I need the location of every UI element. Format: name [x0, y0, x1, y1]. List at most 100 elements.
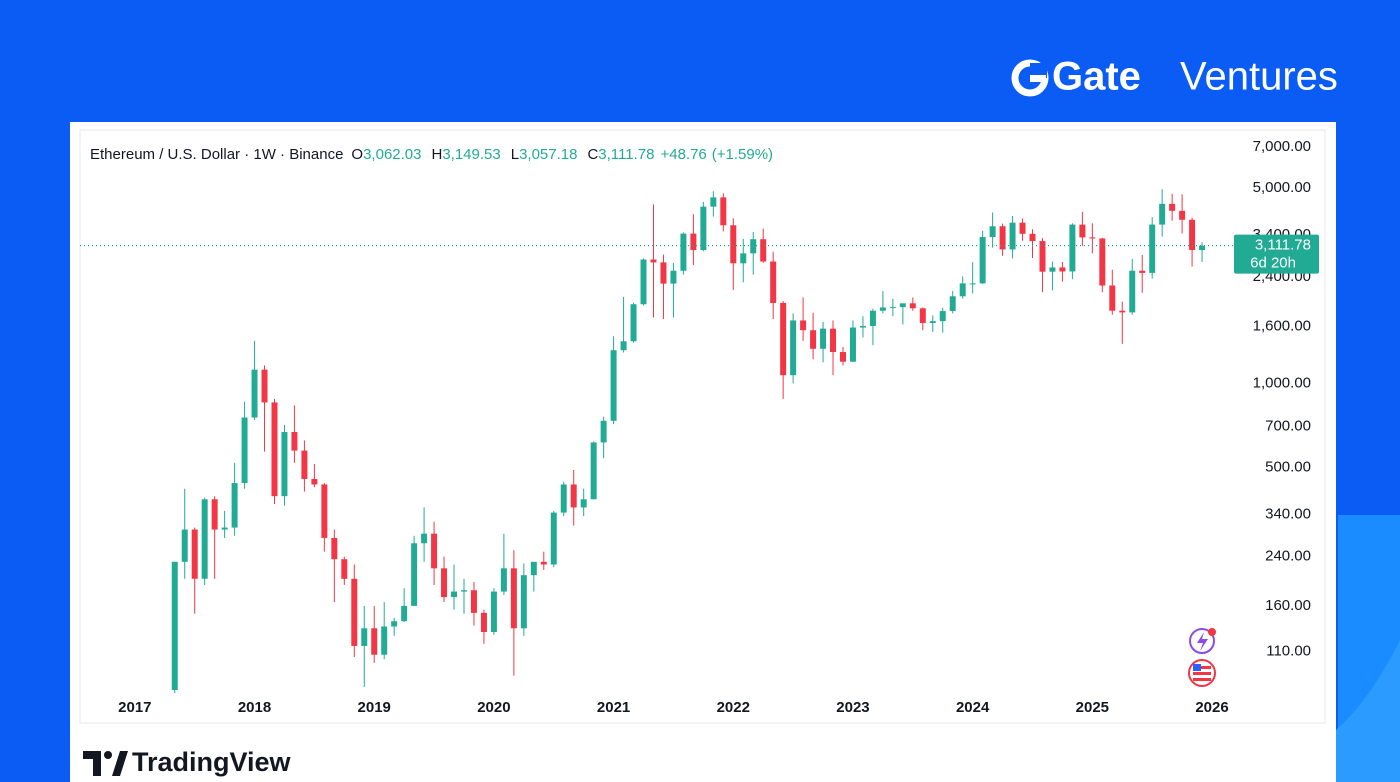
- candle-body: [720, 197, 727, 226]
- x-tick-label: 2025: [1076, 699, 1109, 716]
- x-tick-label: 2018: [238, 699, 271, 716]
- candle-body: [311, 478, 318, 485]
- y-tick-label: 160.00: [1265, 597, 1311, 614]
- candle-body: [241, 417, 248, 484]
- candle-body: [849, 327, 856, 362]
- candle-body: [670, 270, 677, 284]
- candle-body: [770, 261, 777, 303]
- brand-name: Gate: [1052, 55, 1141, 99]
- candle-body: [1059, 267, 1066, 272]
- background-accent: [1336, 640, 1400, 782]
- candle-body: [451, 591, 458, 598]
- y-tick-label: 500.00: [1265, 459, 1311, 476]
- candle-body: [560, 484, 567, 513]
- candle-body: [221, 527, 228, 530]
- candle-body: [600, 420, 607, 443]
- y-tick-label: 700.00: [1265, 418, 1311, 435]
- candle-body: [461, 590, 467, 592]
- candle-body: [341, 559, 348, 579]
- ai-icon-dot: [1208, 628, 1216, 636]
- y-tick-label: 7,000.00: [1253, 138, 1311, 155]
- ai-icon[interactable]: [1189, 628, 1215, 654]
- x-tick-label: 2023: [836, 699, 869, 716]
- candle-body: [321, 484, 328, 538]
- chart-frame: [79, 129, 1326, 724]
- candle-body: [1049, 267, 1056, 272]
- high-value: 3,149.53: [442, 146, 500, 163]
- candle-body: [790, 320, 797, 376]
- y-tick-label: 1,600.00: [1253, 317, 1311, 334]
- candle-body: [361, 628, 368, 646]
- candle-body: [730, 225, 737, 264]
- candle-body: [201, 499, 208, 579]
- tv-icon: [112, 751, 128, 776]
- candle-body: [1169, 203, 1176, 211]
- candle-body: [570, 484, 577, 508]
- candle-body: [191, 529, 198, 579]
- y-tick-label: 1,000.00: [1253, 374, 1311, 391]
- candle-body: [959, 283, 966, 297]
- x-tick-label: 2020: [477, 699, 510, 716]
- brand-icon-bar: [1030, 75, 1046, 82]
- candle-body: [939, 311, 946, 322]
- candle-body: [620, 341, 627, 351]
- candle-body: [1089, 237, 1096, 239]
- candle-body: [879, 307, 886, 311]
- flag-stripe: [1193, 672, 1211, 675]
- candle-body: [899, 303, 906, 308]
- flag-stripe: [1193, 678, 1211, 681]
- candle-body: [371, 628, 378, 655]
- candle-body: [700, 206, 707, 251]
- x-tick-label: 2026: [1195, 699, 1228, 716]
- candle-body: [1199, 245, 1206, 251]
- candle-body: [500, 568, 507, 592]
- x-tick-label: 2021: [597, 699, 630, 716]
- candle-body: [1079, 224, 1086, 238]
- candle-body: [1119, 310, 1126, 313]
- candle-body: [909, 303, 916, 309]
- candle-body: [441, 568, 448, 598]
- candle-body: [810, 330, 817, 349]
- candle-body: [331, 537, 338, 560]
- close-key: C: [587, 146, 598, 163]
- x-tick-label: 2022: [717, 699, 750, 716]
- candle-body: [680, 233, 687, 271]
- y-tick-label: 5,000.00: [1253, 179, 1311, 196]
- candle-body: [1129, 270, 1136, 313]
- candle-body: [660, 262, 667, 284]
- candle-body: [401, 605, 408, 622]
- plot: 7,000.005,000.003,400.002,400.001,600.00…: [80, 138, 1319, 716]
- change-percent: (+1.59%): [712, 146, 773, 163]
- high-key: H: [431, 146, 442, 163]
- candle-body: [261, 369, 268, 403]
- candle-body: [1029, 233, 1036, 242]
- last-price-label: 3,111.78: [1255, 237, 1311, 254]
- candle-body: [690, 233, 697, 251]
- open-value: 3,062.03: [363, 146, 421, 163]
- candle-body: [550, 512, 557, 565]
- x-tick-label: 2024: [956, 699, 990, 716]
- candle-body: [869, 310, 876, 326]
- low-key: L: [511, 146, 519, 163]
- candle-body: [580, 499, 587, 508]
- candle-body: [530, 561, 537, 576]
- tradingview-logo: TradingView: [83, 747, 292, 777]
- candle-body: [381, 626, 388, 655]
- candle-body: [411, 543, 418, 606]
- candle-body: [919, 308, 926, 323]
- brand-suffix: Ventures: [1180, 55, 1338, 99]
- candle-body: [1179, 210, 1186, 220]
- candle-body: [590, 442, 597, 500]
- candle-body: [480, 612, 487, 633]
- flag-canton: [1193, 664, 1201, 671]
- brand-icon-cut: [1030, 63, 1047, 78]
- candle-body: [979, 237, 986, 284]
- candle-body: [1069, 224, 1076, 272]
- brand-logo: Gate Ventures: [1011, 55, 1338, 99]
- candle-body: [780, 302, 787, 376]
- ai-icon-bolt: [1197, 632, 1208, 651]
- last-price-box: [1234, 234, 1319, 274]
- candle-body: [1159, 203, 1166, 225]
- candle-body: [800, 320, 807, 331]
- candle-body: [989, 226, 996, 238]
